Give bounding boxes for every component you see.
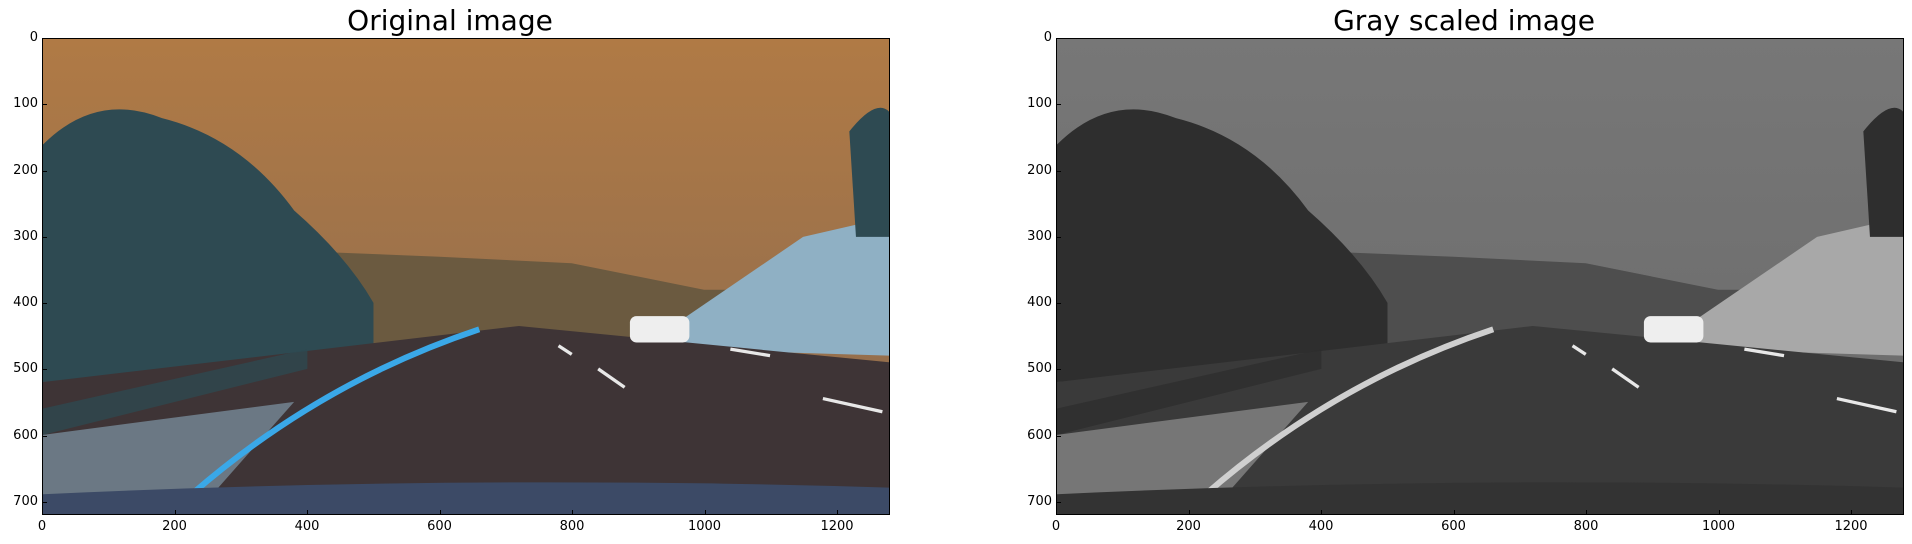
y-tick-label: 500 — [13, 361, 38, 377]
x-tick-label: 200 — [1176, 519, 1201, 534]
gray-road-photo — [1057, 39, 1903, 514]
lane-dash — [1744, 347, 1785, 358]
gray-scaled-image-panel: Gray scaled image 0 200 400 600 800 1000 1200 0… — [1014, 0, 1912, 544]
car-hood — [1057, 482, 1903, 514]
hillside — [677, 217, 889, 356]
gray-scaled-image-title: Gray scaled image — [1333, 4, 1595, 37]
x-tick-label: 1000 — [1701, 519, 1736, 534]
hillside — [1691, 217, 1903, 356]
y-tick-label: 600 — [1027, 427, 1052, 443]
y-tick-label: 300 — [13, 228, 38, 244]
y-tick-label: 400 — [1027, 295, 1052, 310]
x-tick-label: 600 — [427, 519, 452, 534]
lane-marker — [189, 326, 481, 497]
x-tick-label: 600 — [1441, 519, 1466, 534]
lane-marker — [1203, 326, 1495, 497]
car-hood — [43, 482, 889, 514]
x-tick-label: 0 — [1051, 519, 1061, 534]
original-image-axes — [42, 38, 890, 515]
shoulder — [43, 401, 295, 514]
lane-dash — [1571, 344, 1587, 356]
trees-left — [1057, 109, 1388, 383]
y-tick-label: 500 — [1027, 361, 1052, 377]
y-tick-label: 200 — [1027, 162, 1052, 178]
lane-dash — [597, 367, 626, 389]
x-tick-label: 400 — [294, 519, 320, 534]
trees-right — [849, 107, 889, 237]
lane-dash — [1611, 367, 1640, 389]
original-image-title: Original image — [347, 4, 553, 37]
y-tick-label: 100 — [1027, 96, 1052, 112]
lane-dash — [730, 347, 771, 358]
x-tick-label: 200 — [162, 519, 187, 534]
y-tick-label: 100 — [13, 96, 38, 112]
x-tick-label: 400 — [1308, 519, 1334, 534]
x-tick-label: 800 — [559, 519, 585, 534]
y-tick-label: 400 — [13, 295, 38, 310]
y-tick-label: 300 — [1027, 228, 1052, 244]
x-tick-label: 800 — [1573, 519, 1599, 534]
y-tick-label: 700 — [13, 493, 38, 509]
car — [1643, 316, 1704, 343]
lane-dash — [557, 344, 573, 356]
car — [629, 316, 690, 343]
shoulder — [1057, 401, 1309, 514]
lane-dash — [822, 396, 883, 414]
guardrail — [43, 349, 308, 435]
trees-left — [43, 109, 374, 383]
x-tick-label: 1000 — [687, 519, 722, 534]
trees-right — [1863, 107, 1903, 237]
original-road-photo — [43, 39, 889, 514]
y-tick-label: 600 — [13, 427, 38, 443]
x-tick-label: 1200 — [1834, 519, 1868, 534]
gray-scaled-image-axes — [1056, 38, 1904, 515]
x-tick-label: 0 — [37, 519, 47, 534]
lane-dash — [1836, 396, 1897, 414]
original-image-panel: Original image 0 200 400 600 800 1000 1200 0 100… — [0, 0, 900, 544]
y-tick-label: 200 — [13, 162, 38, 178]
x-tick-label: 1200 — [820, 519, 854, 534]
guardrail — [1057, 349, 1322, 435]
y-tick-label: 700 — [1027, 493, 1052, 509]
